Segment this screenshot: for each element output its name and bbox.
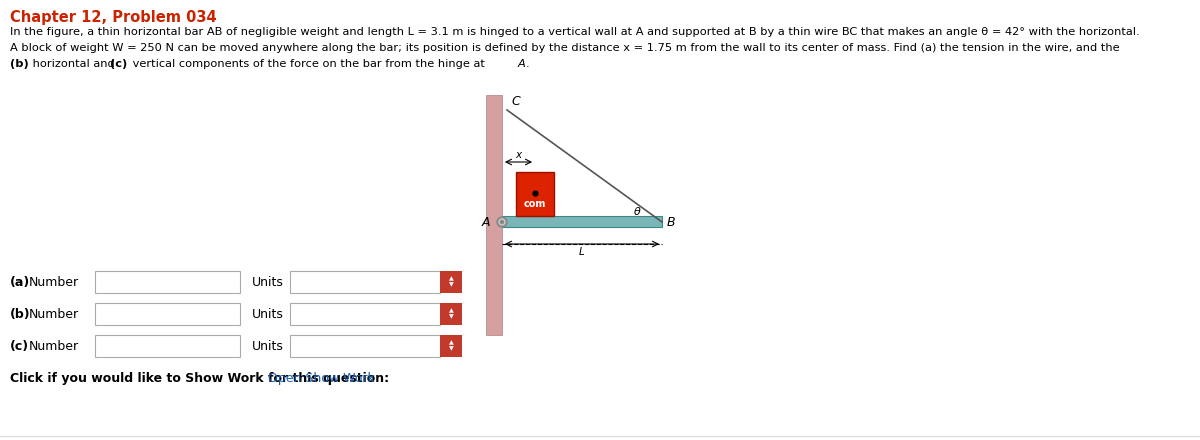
Text: A: A bbox=[481, 216, 490, 228]
Bar bbox=[95, 335, 240, 357]
Text: (c): (c) bbox=[10, 340, 29, 352]
Text: Click if you would like to Show Work for this question:: Click if you would like to Show Work for… bbox=[10, 371, 389, 385]
Text: ▲: ▲ bbox=[449, 276, 454, 282]
Bar bbox=[290, 335, 440, 357]
Text: A block of weight W = 250 N can be moved anywhere along the bar; its position is: A block of weight W = 250 N can be moved… bbox=[10, 43, 1120, 53]
Text: C: C bbox=[511, 95, 520, 108]
Text: ▼: ▼ bbox=[449, 347, 454, 352]
Text: horizontal and: horizontal and bbox=[29, 59, 119, 69]
Text: ▲: ▲ bbox=[449, 341, 454, 345]
Bar bbox=[95, 271, 240, 293]
Text: In the figure, a thin horizontal bar AB of negligible weight and length L = 3.1 : In the figure, a thin horizontal bar AB … bbox=[10, 27, 1140, 37]
Text: Number: Number bbox=[29, 308, 79, 320]
Text: Open Show Work: Open Show Work bbox=[268, 371, 374, 385]
Bar bbox=[516, 172, 554, 216]
Text: Units: Units bbox=[252, 308, 284, 320]
Text: .: . bbox=[526, 59, 529, 69]
Bar bbox=[486, 95, 502, 335]
Bar bbox=[440, 271, 462, 293]
Text: (b): (b) bbox=[10, 59, 29, 69]
Text: (c): (c) bbox=[110, 59, 127, 69]
Text: x: x bbox=[516, 150, 522, 160]
Text: ▼: ▼ bbox=[449, 315, 454, 319]
Text: B: B bbox=[667, 216, 676, 228]
Text: Units: Units bbox=[252, 340, 284, 352]
Bar bbox=[440, 303, 462, 325]
Bar bbox=[440, 335, 462, 357]
Text: θ: θ bbox=[634, 207, 641, 217]
Text: Number: Number bbox=[29, 275, 79, 289]
Text: ▲: ▲ bbox=[449, 308, 454, 313]
Text: ▼: ▼ bbox=[449, 282, 454, 287]
Bar bbox=[290, 303, 440, 325]
Text: com: com bbox=[524, 199, 546, 209]
Text: L: L bbox=[580, 247, 584, 257]
Bar bbox=[95, 303, 240, 325]
Text: vertical components of the force on the bar from the hinge at: vertical components of the force on the … bbox=[130, 59, 488, 69]
Text: Number: Number bbox=[29, 340, 79, 352]
Circle shape bbox=[500, 220, 504, 224]
Text: (a): (a) bbox=[10, 275, 30, 289]
Text: Chapter 12, Problem 034: Chapter 12, Problem 034 bbox=[10, 10, 217, 25]
Circle shape bbox=[497, 217, 508, 227]
Text: Units: Units bbox=[252, 275, 284, 289]
Bar bbox=[290, 271, 440, 293]
Bar bbox=[502, 216, 662, 227]
Text: (b): (b) bbox=[10, 308, 31, 320]
Text: A: A bbox=[518, 59, 526, 69]
Circle shape bbox=[499, 219, 505, 225]
